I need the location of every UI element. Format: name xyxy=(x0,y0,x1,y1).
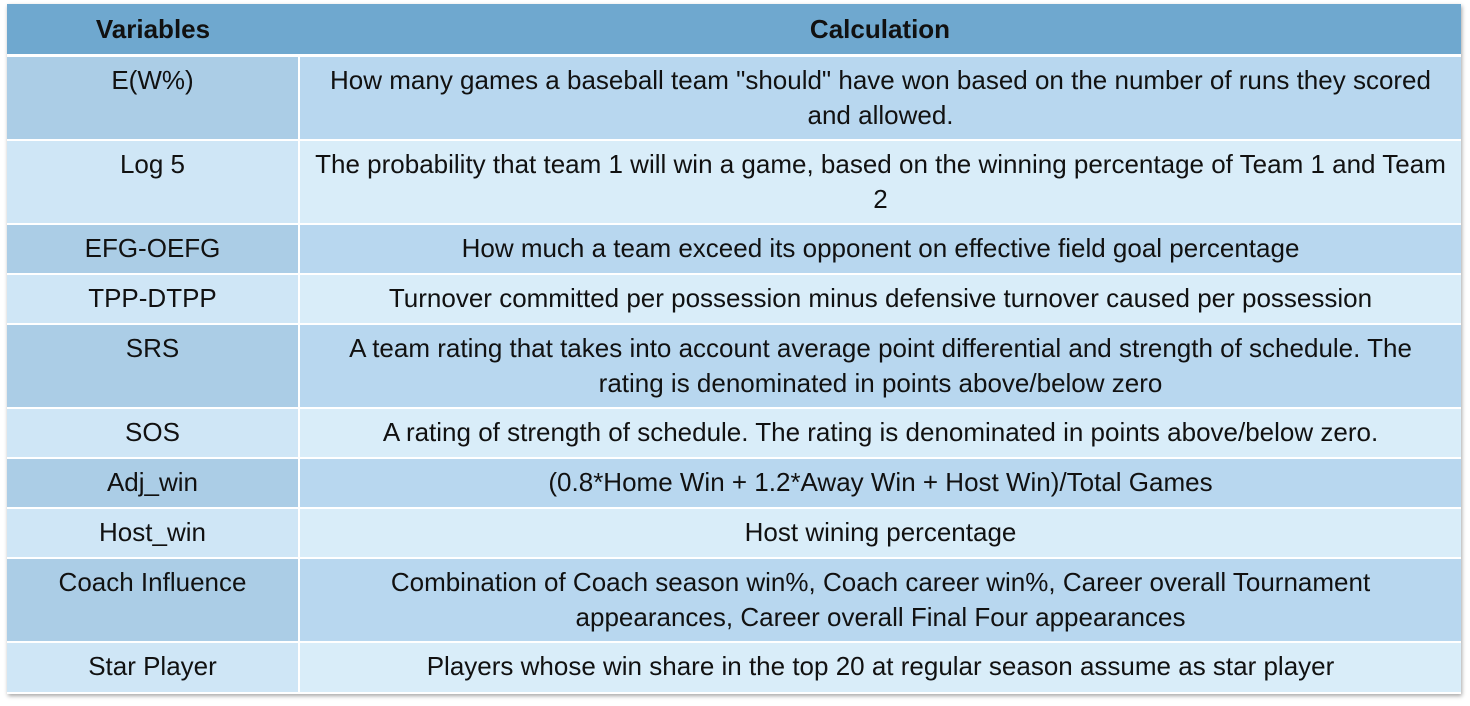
header-calculation: Calculation xyxy=(299,4,1461,57)
variable-cell: Adj_win xyxy=(7,457,300,509)
table-row: TPP-DTPP Turnover committed per possessi… xyxy=(7,273,1461,325)
table-row: Log 5 The probability that team 1 will w… xyxy=(7,139,1461,225)
calculation-cell: Host wining percentage xyxy=(299,507,1461,559)
variable-cell: Log 5 xyxy=(7,139,300,225)
calculation-cell: Combination of Coach season win%, Coach … xyxy=(299,557,1461,643)
variables-table-container: Variables Calculation E(W%) How many gam… xyxy=(7,4,1461,694)
calculation-cell: Turnover committed per possession minus … xyxy=(299,273,1461,325)
variable-cell: SRS xyxy=(7,323,300,409)
variable-cell: TPP-DTPP xyxy=(7,273,300,325)
table-row: Host_win Host wining percentage xyxy=(7,507,1461,559)
table-row: E(W%) How many games a baseball team "sh… xyxy=(7,55,1461,141)
header-variables: Variables xyxy=(7,4,299,57)
table-row: EFG-OEFG How much a team exceed its oppo… xyxy=(7,223,1461,275)
variables-table: Variables Calculation E(W%) How many gam… xyxy=(7,4,1461,692)
calculation-cell: The probability that team 1 will win a g… xyxy=(299,139,1461,225)
variable-cell: EFG-OEFG xyxy=(7,223,300,275)
variable-cell: Host_win xyxy=(7,507,300,559)
calculation-cell: How many games a baseball team "should" … xyxy=(299,55,1461,141)
table-row: Coach Influence Combination of Coach sea… xyxy=(7,557,1461,643)
table-row: Adj_win (0.8*Home Win + 1.2*Away Win + H… xyxy=(7,457,1461,509)
calculation-cell: A team rating that takes into account av… xyxy=(299,323,1461,409)
variable-cell: E(W%) xyxy=(7,55,300,141)
calculation-cell: Players whose win share in the top 20 at… xyxy=(299,641,1461,692)
calculation-cell: How much a team exceed its opponent on e… xyxy=(299,223,1461,275)
header-row: Variables Calculation xyxy=(7,4,1461,57)
variable-cell: SOS xyxy=(7,407,300,459)
variable-cell: Star Player xyxy=(7,641,300,692)
calculation-cell: (0.8*Home Win + 1.2*Away Win + Host Win)… xyxy=(299,457,1461,509)
table-row: SOS A rating of strength of schedule. Th… xyxy=(7,407,1461,459)
calculation-cell: A rating of strength of schedule. The ra… xyxy=(299,407,1461,459)
variable-cell: Coach Influence xyxy=(7,557,300,643)
table-row: Star Player Players whose win share in t… xyxy=(7,641,1461,692)
table-row: SRS A team rating that takes into accoun… xyxy=(7,323,1461,409)
